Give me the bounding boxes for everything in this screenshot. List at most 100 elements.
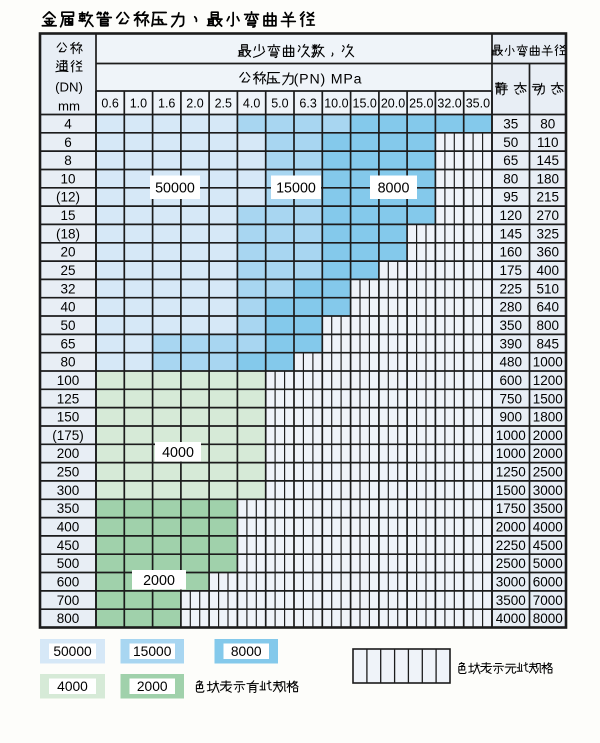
- svg-text:5000: 5000: [533, 556, 563, 571]
- svg-text:4000: 4000: [533, 520, 563, 535]
- svg-text:6: 6: [64, 135, 72, 150]
- svg-text:2000: 2000: [533, 428, 563, 443]
- svg-text:225: 225: [500, 281, 523, 296]
- svg-text:1200: 1200: [533, 373, 563, 388]
- svg-text:350: 350: [57, 501, 80, 516]
- svg-text:1750: 1750: [496, 501, 526, 516]
- svg-text:270: 270: [537, 208, 560, 223]
- svg-text:3500: 3500: [533, 501, 563, 516]
- svg-text:(DN): (DN): [55, 80, 83, 95]
- svg-text:2.5: 2.5: [215, 97, 232, 111]
- svg-text:80: 80: [540, 117, 555, 132]
- svg-text:180: 180: [537, 171, 560, 186]
- svg-text:2500: 2500: [533, 465, 563, 480]
- svg-text:160: 160: [500, 245, 523, 260]
- svg-text:300: 300: [57, 483, 80, 498]
- svg-text:40: 40: [60, 300, 75, 315]
- svg-text:500: 500: [57, 556, 80, 571]
- svg-text:20: 20: [60, 245, 75, 260]
- svg-text:1.0: 1.0: [130, 97, 147, 111]
- svg-text:2500: 2500: [496, 556, 526, 571]
- svg-text:150: 150: [57, 410, 80, 425]
- svg-text:4000: 4000: [496, 611, 526, 626]
- svg-text:50: 50: [60, 318, 75, 333]
- svg-text:175: 175: [500, 263, 523, 278]
- svg-text:8000: 8000: [533, 611, 563, 626]
- svg-text:35.0: 35.0: [466, 97, 490, 111]
- svg-text:(18): (18): [56, 226, 80, 241]
- svg-text:480: 480: [500, 355, 523, 370]
- svg-text:2.0: 2.0: [186, 97, 203, 111]
- svg-text:145: 145: [537, 153, 560, 168]
- svg-text:5.0: 5.0: [271, 97, 288, 111]
- svg-text:450: 450: [57, 538, 80, 553]
- svg-text:400: 400: [57, 520, 80, 535]
- svg-text:360: 360: [537, 245, 560, 260]
- svg-text:800: 800: [57, 611, 80, 626]
- svg-text:4000: 4000: [57, 679, 88, 694]
- svg-text:750: 750: [500, 391, 523, 406]
- svg-text:600: 600: [500, 373, 523, 388]
- svg-text:10: 10: [60, 171, 75, 186]
- svg-text:4.0: 4.0: [243, 97, 260, 111]
- svg-text:80: 80: [503, 171, 518, 186]
- svg-text:8000: 8000: [378, 180, 410, 196]
- svg-text:845: 845: [537, 336, 560, 351]
- svg-text:25: 25: [60, 263, 75, 278]
- svg-text:325: 325: [537, 226, 560, 241]
- svg-text:125: 125: [57, 391, 80, 406]
- svg-text:80: 80: [60, 355, 75, 370]
- svg-text:50000: 50000: [155, 180, 195, 196]
- svg-text:4000: 4000: [162, 445, 194, 461]
- svg-text:110: 110: [537, 135, 559, 150]
- svg-text:280: 280: [500, 300, 523, 315]
- svg-text:390: 390: [500, 336, 523, 351]
- svg-text:250: 250: [57, 465, 80, 480]
- svg-text:1000: 1000: [496, 428, 526, 443]
- svg-text:1.6: 1.6: [158, 97, 175, 111]
- svg-text:65: 65: [60, 336, 75, 351]
- svg-text:1000: 1000: [496, 446, 526, 461]
- svg-text:1800: 1800: [533, 410, 563, 425]
- svg-text:3000: 3000: [496, 575, 526, 590]
- svg-text:32.0: 32.0: [437, 97, 461, 111]
- svg-text:1000: 1000: [533, 355, 563, 370]
- svg-text:32: 32: [60, 281, 75, 296]
- svg-text:2000: 2000: [143, 573, 175, 589]
- svg-text:145: 145: [500, 226, 523, 241]
- svg-text:15000: 15000: [133, 644, 172, 659]
- svg-text:350: 350: [500, 318, 523, 333]
- svg-text:(175): (175): [52, 428, 84, 443]
- svg-text:25.0: 25.0: [409, 97, 433, 111]
- svg-text:20.0: 20.0: [381, 97, 405, 111]
- svg-text:200: 200: [57, 446, 80, 461]
- svg-text:3500: 3500: [496, 593, 526, 608]
- svg-text:(PN) MPa: (PN) MPa: [294, 72, 363, 88]
- svg-text:50: 50: [503, 135, 518, 150]
- svg-text:1500: 1500: [496, 483, 526, 498]
- svg-text:6.3: 6.3: [299, 97, 316, 111]
- svg-text:15.0: 15.0: [353, 97, 377, 111]
- svg-text:600: 600: [57, 575, 80, 590]
- svg-text:1250: 1250: [496, 465, 526, 480]
- svg-text:400: 400: [537, 263, 560, 278]
- svg-text:95: 95: [503, 190, 518, 205]
- svg-text:15: 15: [60, 208, 75, 223]
- svg-text:0.6: 0.6: [101, 97, 118, 111]
- svg-text:6000: 6000: [533, 575, 563, 590]
- svg-text:1500: 1500: [533, 391, 563, 406]
- svg-text:10.0: 10.0: [324, 97, 348, 111]
- svg-text:2250: 2250: [496, 538, 526, 553]
- svg-text:35: 35: [503, 117, 518, 132]
- svg-text:(12): (12): [56, 190, 80, 205]
- svg-text:100: 100: [57, 373, 80, 388]
- svg-text:8000: 8000: [231, 644, 262, 659]
- svg-text:640: 640: [537, 300, 560, 315]
- svg-text:8: 8: [64, 153, 72, 168]
- svg-text:3000: 3000: [533, 483, 563, 498]
- svg-text:120: 120: [500, 208, 523, 223]
- svg-text:800: 800: [537, 318, 560, 333]
- svg-text:7000: 7000: [533, 593, 563, 608]
- svg-text:2000: 2000: [496, 520, 526, 535]
- svg-text:900: 900: [500, 410, 523, 425]
